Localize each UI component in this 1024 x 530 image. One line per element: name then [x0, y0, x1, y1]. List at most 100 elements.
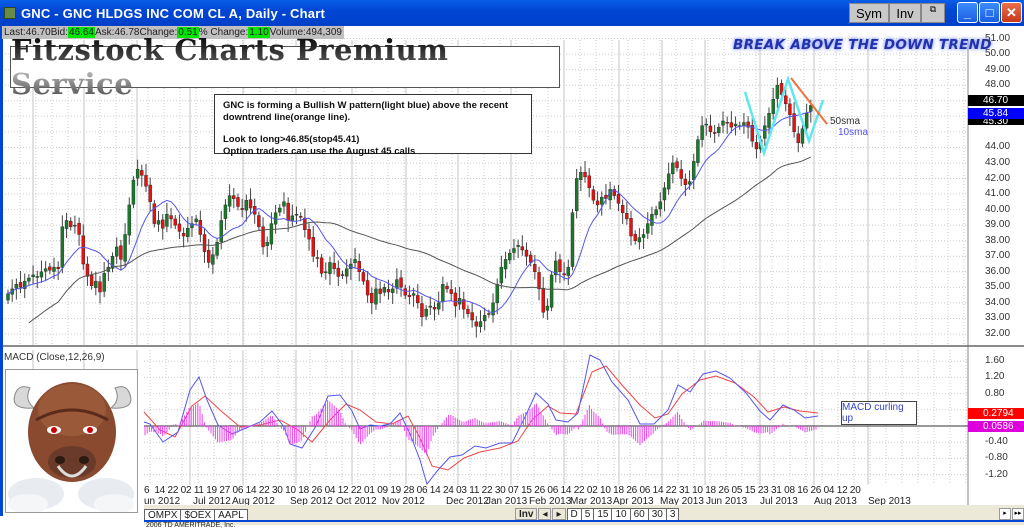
symbol-tab-aapl[interactable]: AAPL — [214, 509, 248, 521]
month-label: May 2013 — [660, 496, 704, 507]
sma10-label: 10sma — [838, 127, 869, 138]
volume-value: 494,309 — [306, 27, 342, 38]
macd-tick: 1.20 — [985, 371, 1005, 383]
price-tick: 41.00 — [985, 188, 1011, 200]
bid-value: 46.64 — [67, 27, 95, 38]
price-tick: 44.00 — [985, 141, 1011, 153]
scroll-forward-button[interactable]: ▸ — [999, 508, 1011, 520]
price-tick: 48.00 — [985, 79, 1011, 91]
timeframe-tab-10[interactable]: 10 — [611, 508, 631, 520]
macd-tick: 0.80 — [985, 387, 1005, 399]
bottom-blue-border — [144, 520, 1024, 522]
price-tick: 38.00 — [985, 234, 1011, 246]
window-left-border — [0, 26, 3, 516]
histogram-value-tag: 0.0586 — [968, 421, 1024, 432]
timeframe-tab-d[interactable]: D — [566, 508, 582, 520]
symbol-tab-ompx[interactable]: OMPX — [144, 509, 182, 521]
ask-label: Ask: — [95, 27, 114, 38]
month-label: un 2012 — [144, 496, 181, 507]
month-label: Jan 2013 — [486, 496, 528, 507]
month-label: Jun 2013 — [706, 496, 748, 507]
month-label: Jul 2012 — [193, 496, 231, 507]
price-tick: 49.00 — [985, 63, 1011, 75]
note-line-4: Option traders can use the August 45 cal… — [223, 145, 416, 157]
inv-button[interactable]: Inv — [515, 508, 538, 520]
price-tick: 50.00 — [985, 48, 1011, 60]
timeframe-tab-15[interactable]: 15 — [593, 508, 613, 520]
scroll-end-button[interactable]: ▸▸ — [1012, 508, 1024, 520]
copyright: 2006 TD AMERITRADE, Inc. — [146, 522, 236, 529]
scroll-buttons: ▸ ▸▸ — [998, 508, 1024, 520]
volume-label: Volume: — [270, 27, 306, 38]
pct-change-label: % Change: — [199, 27, 248, 38]
month-label: Oct 2012 — [336, 496, 377, 507]
month-label: Mar 2013 — [570, 496, 613, 507]
price-tick: 40.00 — [985, 203, 1011, 215]
month-label: Feb 2013 — [529, 496, 572, 507]
timeframe-tab-60[interactable]: 60 — [629, 508, 649, 520]
price-tick: 34.00 — [985, 296, 1011, 308]
macd-tick: -1.20 — [985, 468, 1008, 480]
analysis-note: GNC is forming a Bullish W pattern(light… — [214, 94, 532, 157]
timeframe-tab-5[interactable]: 5 — [580, 508, 595, 520]
fast-forward-icon: ▸▸ — [1014, 510, 1022, 517]
last-value: 46.70 — [26, 27, 51, 38]
timeframe-tab-30[interactable]: 30 — [647, 508, 667, 520]
sma50-price-tag: 45.30 — [968, 119, 1024, 125]
symbol-tabs: OMPX $OEX AAPL — [144, 509, 248, 521]
note-line-3: Look to long>46.85(stop45.41) — [223, 134, 360, 145]
quote-bar: Last:46.70 Bid:46.64 Ask:46.78 Change:0.… — [2, 26, 344, 39]
macd-value-tag: 0.2794 — [968, 408, 1024, 419]
month-label: Nov 2012 — [382, 496, 425, 507]
maximize-button[interactable]: □ — [979, 2, 1000, 23]
month-label: Dec 2012 — [446, 496, 489, 507]
note-line-2: downtrend line(orange line). — [223, 111, 351, 123]
price-tick: 33.00 — [985, 312, 1011, 324]
month-label: Sep 2013 — [868, 496, 911, 507]
sma50-label: 50sma — [830, 116, 861, 127]
banner-text: Fitzstock Charts Premium Service — [11, 33, 559, 101]
macd-tick: -0.80 — [985, 452, 1008, 464]
price-tick: 39.00 — [985, 219, 1011, 231]
symbol-button[interactable]: Sym — [849, 3, 889, 23]
forward-icon: ▸ — [1003, 510, 1007, 517]
minimize-button[interactable]: _ — [957, 2, 978, 23]
month-label: Sep 2012 — [290, 496, 333, 507]
timeframe-tab-3[interactable]: 3 — [665, 508, 680, 520]
price-tick: 51.00 — [985, 32, 1011, 44]
symbol-tab-oex[interactable]: $OEX — [180, 509, 216, 521]
chart-app-icon — [4, 7, 16, 19]
bid-label: Bid: — [51, 27, 68, 38]
timeframe-bar: Inv ◂ ▸ D 5 15 10 60 30 3 — [515, 508, 680, 520]
close-button[interactable]: ✕ — [1001, 2, 1022, 23]
breakout-headline: BREAK ABOVE THE DOWN TREND — [733, 37, 992, 53]
last-price-tag: 46.70 — [968, 95, 1024, 106]
window-title: GNC - GNC HLDGS INC COM CL A, Daily - Ch… — [21, 5, 326, 21]
date-axis-days: 6 14 22 02 11 19 27 06 14 22 30 10 18 26… — [144, 485, 861, 496]
change-label: Change: — [139, 27, 177, 38]
month-label: Jul 2013 — [760, 496, 798, 507]
invert-button[interactable]: Inv — [889, 3, 921, 23]
minimize-icon: _ — [963, 5, 972, 20]
price-tick: 35.00 — [985, 281, 1011, 293]
change-value: 0.51 — [177, 27, 199, 38]
price-tick: 37.00 — [985, 250, 1011, 262]
macd-note: MACD curling up — [841, 401, 917, 425]
sma10-price-tag: 45.84 — [968, 108, 1024, 119]
price-tick: 43.00 — [985, 156, 1011, 168]
note-line-1: GNC is forming a Bullish W pattern(light… — [223, 100, 509, 111]
left-arrow-icon: ◂ — [542, 509, 548, 520]
pct-change-value: 1.10 — [248, 27, 270, 38]
macd-tick: -0.40 — [985, 436, 1008, 448]
maximize-icon: □ — [985, 5, 994, 20]
right-arrow-icon: ▸ — [556, 509, 562, 520]
next-arrow-button[interactable]: ▸ — [552, 508, 566, 520]
bull-icon — [8, 382, 134, 512]
prev-arrow-button[interactable]: ◂ — [538, 508, 552, 520]
month-label: Aug 2012 — [232, 496, 275, 507]
price-tick: 32.00 — [985, 328, 1011, 339]
ask-value: 46.78 — [114, 27, 139, 38]
bull-image — [5, 369, 138, 513]
detach-window-button[interactable]: ⧉ — [921, 3, 945, 23]
